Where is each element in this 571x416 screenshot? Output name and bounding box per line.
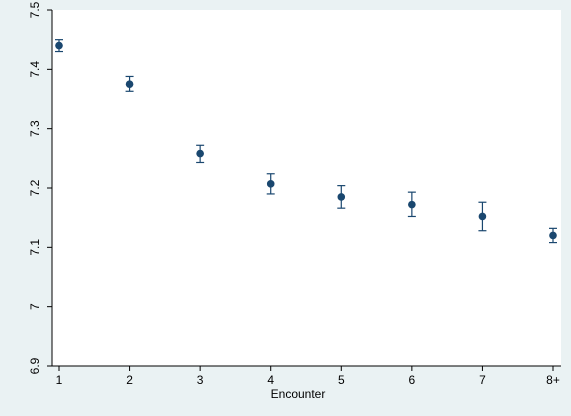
x-tick-label: 5 [338,373,345,387]
data-point-group [478,201,487,232]
data-point-group [196,144,205,164]
data-point [549,231,557,240]
y-tick-label: 7.3 [28,120,42,137]
data-point-group [407,191,416,218]
data-point [408,200,416,209]
y-axis-ticks: 6.9 7 7.1 7.2 7.3 7.4 7.5 [28,1,52,374]
x-tick-label: 6 [409,373,416,387]
y-tick-label: 6.9 [28,357,42,374]
x-tick-label: 2 [126,373,133,387]
y-tick-label: 7.1 [28,239,42,256]
data-point-group [337,185,346,209]
data-point [125,80,134,88]
y-tick-label: 7.5 [28,1,42,18]
data-point [55,41,63,50]
data-point [266,180,275,188]
y-tick-label: 7 [28,303,42,310]
data-point-group [55,39,63,53]
x-tick-label: 4 [267,373,274,387]
data-point [478,212,487,221]
data-point-group [125,75,134,92]
data-series [55,39,557,244]
x-tick-label: 1 [56,373,63,387]
plot-area [52,10,561,366]
y-tick-label: 7.2 [28,179,42,196]
x-axis-title: Encounter [271,387,326,401]
x-tick-label: 8+ [546,373,560,387]
x-tick-label: 7 [479,373,486,387]
data-point [337,193,346,201]
data-point-group [549,227,557,244]
data-point-group [266,173,275,195]
x-axis-ticks: 1 2 3 4 5 6 7 8+ [56,366,560,387]
y-tick-label: 7.4 [28,61,42,78]
data-point [196,149,204,158]
x-tick-label: 3 [197,373,204,387]
